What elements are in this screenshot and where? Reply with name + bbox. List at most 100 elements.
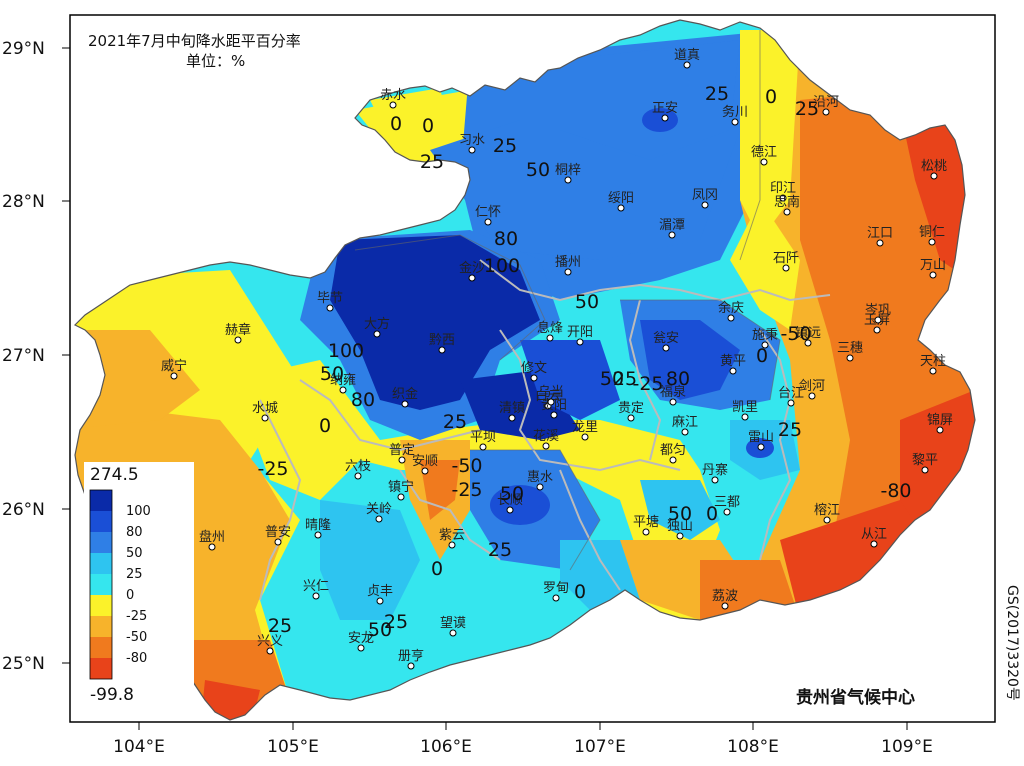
contour-lines [354, 30, 781, 571]
contour-label: 25 [268, 615, 292, 637]
city-dot [711, 476, 719, 484]
city-label: 仁怀 [475, 205, 501, 220]
city-label: 沿河 [813, 95, 839, 110]
city-dot [536, 483, 544, 491]
city-label: 都匀 [660, 443, 686, 458]
city-label: 赤水 [380, 88, 406, 103]
city-label: 镇宁 [388, 479, 414, 495]
city-dot [787, 399, 795, 407]
city-label: 清镇 [499, 401, 525, 416]
city-dot [312, 592, 320, 600]
city-dot [617, 204, 625, 212]
lat-label: 27°N [2, 346, 45, 366]
city-dot [357, 644, 365, 652]
city-label: 平坝 [470, 430, 496, 445]
contour-label: 25 [443, 411, 467, 433]
city-dot [576, 338, 584, 346]
city-label: 凤冈 [692, 188, 718, 203]
lon-label: 106°E [420, 737, 472, 757]
city-dot [468, 146, 476, 154]
legend-label: -25 [126, 609, 147, 624]
city-dot [448, 541, 456, 549]
city-label: 水城 [252, 401, 278, 416]
city-dot [930, 172, 938, 180]
city-label: 岑巩 [865, 303, 891, 318]
contour-label: 50 [500, 483, 524, 505]
city-dot [683, 61, 691, 69]
city-label: 余庆 [718, 300, 744, 316]
city-dot [274, 538, 282, 546]
city-label: 惠水 [527, 470, 553, 485]
legend-swatch [90, 490, 112, 511]
city-label: 德江 [751, 145, 777, 160]
city-dot [484, 218, 492, 226]
contour-label: 100 [328, 340, 364, 362]
city-label: 瓮安 [653, 331, 679, 346]
city-dot [760, 158, 768, 166]
city-label: 罗甸 [543, 581, 569, 596]
city-label: 六枝 [345, 459, 371, 474]
contour-label: 0 [765, 86, 777, 108]
city-label: 台江 [778, 386, 804, 401]
city-label: 印江 [770, 181, 796, 196]
city-label: 施秉 [752, 327, 778, 343]
city-dot [661, 114, 669, 122]
city-label: 大方 [364, 316, 390, 332]
city-dot [398, 456, 406, 464]
city-label: 江口 [867, 226, 893, 241]
city-dot [929, 367, 937, 375]
city-label: 独山 [667, 519, 693, 534]
city-dot [808, 392, 816, 400]
city-dot [479, 443, 487, 451]
city-label: 黎平 [912, 453, 938, 468]
contour-label: 50 [668, 503, 692, 525]
city-dot [721, 602, 729, 610]
city-dot [542, 442, 550, 450]
city-label: 赫章 [225, 322, 251, 338]
city-dot [846, 354, 854, 362]
city-dot [326, 304, 334, 312]
city-dot [530, 374, 538, 382]
lat-label: 29°N [2, 39, 45, 59]
contour-label: 0 [706, 503, 718, 525]
city-label: 乌当 [538, 384, 564, 400]
lon-label: 104°E [113, 737, 165, 757]
city-dot [669, 398, 677, 406]
contour-label: -25 [451, 479, 482, 501]
city-dot [389, 101, 397, 109]
city-label: 从江 [861, 527, 887, 542]
city-dot [874, 316, 882, 324]
city-label: 花溪 [533, 428, 559, 444]
legend-label: 80 [126, 525, 143, 540]
contour-label: 50 [368, 619, 392, 641]
city-label: 贞丰 [367, 584, 393, 599]
legend-label: -80 [126, 651, 147, 666]
legend-swatch [90, 637, 112, 658]
city-dot [876, 239, 884, 247]
city-dot [508, 414, 516, 422]
city-label: 普安 [265, 525, 291, 540]
city-dot [929, 271, 937, 279]
contour-label: -25 [632, 373, 663, 395]
city-label: 丹寨 [702, 462, 728, 478]
contour-label: 50 [600, 368, 624, 390]
city-dot [581, 433, 589, 441]
contour-label: 0 [319, 415, 331, 437]
city-label: 榕江 [814, 503, 840, 518]
city-dot [668, 231, 676, 239]
city-dot [547, 398, 555, 406]
city-label: 织金 [392, 386, 418, 402]
city-label: 桐梓 [555, 163, 581, 178]
legend-border [89, 489, 113, 680]
city-label: 松桃 [921, 159, 947, 174]
city-label: 锦屏 [927, 413, 953, 428]
lat-label: 28°N [2, 192, 45, 212]
city-label: 湄潭 [659, 218, 685, 233]
city-label: 福泉 [660, 384, 686, 400]
city-label: 黔西 [429, 333, 455, 348]
province-outline [73, 19, 976, 721]
city-label: 盘州 [199, 529, 225, 545]
city-label: 平塘 [633, 514, 659, 530]
